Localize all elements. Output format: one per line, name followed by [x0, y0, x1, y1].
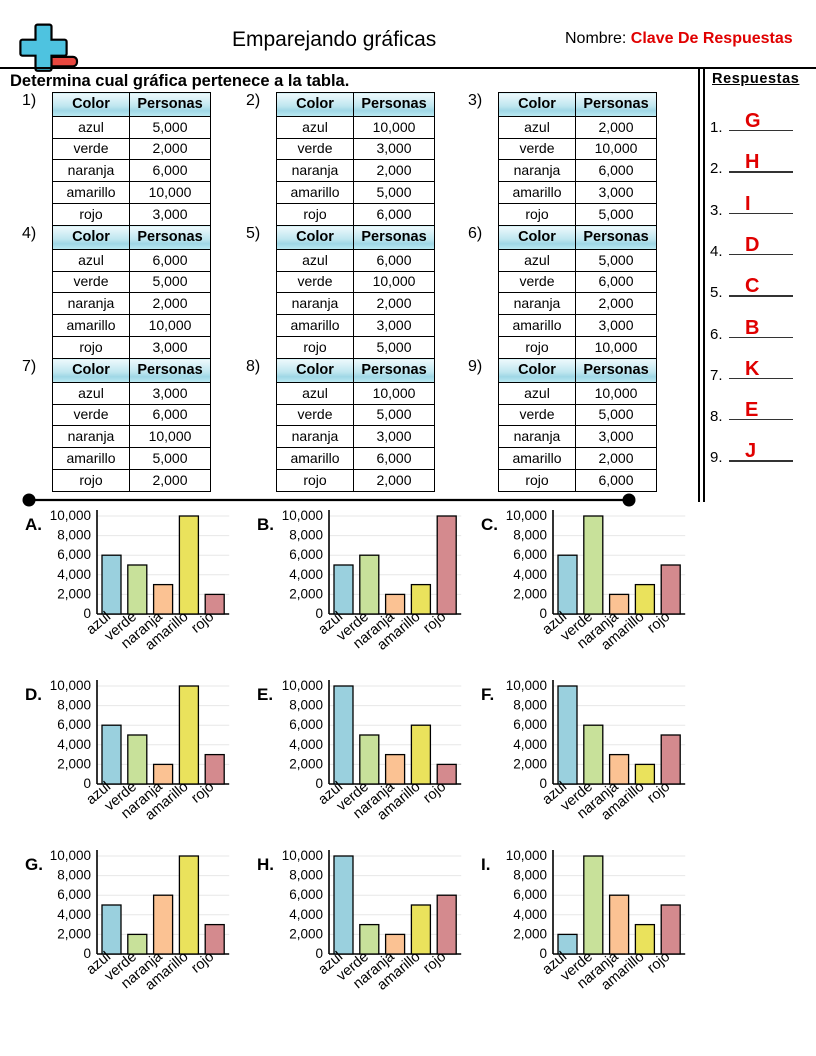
svg-text:4,000: 4,000: [57, 907, 91, 922]
svg-text:6,000: 6,000: [57, 547, 91, 562]
svg-text:10,000: 10,000: [506, 678, 547, 693]
svg-text:10,000: 10,000: [506, 848, 547, 863]
svg-text:4,000: 4,000: [57, 567, 91, 582]
svg-text:2,000: 2,000: [57, 586, 91, 601]
svg-text:8,000: 8,000: [289, 528, 323, 543]
svg-text:4,000: 4,000: [513, 737, 547, 752]
svg-text:0: 0: [539, 606, 547, 621]
svg-text:8,000: 8,000: [513, 868, 547, 883]
svg-text:E.: E.: [257, 685, 273, 704]
svg-text:6,000: 6,000: [57, 887, 91, 902]
svg-text:8,000: 8,000: [289, 868, 323, 883]
svg-text:6,000: 6,000: [513, 547, 547, 562]
svg-text:2,000: 2,000: [513, 756, 547, 771]
svg-text:2,000: 2,000: [513, 926, 547, 941]
svg-text:10,000: 10,000: [282, 678, 323, 693]
svg-text:0: 0: [539, 946, 547, 961]
svg-text:0: 0: [539, 776, 547, 791]
svg-text:0: 0: [83, 946, 91, 961]
svg-text:2,000: 2,000: [513, 586, 547, 601]
svg-text:0: 0: [83, 606, 91, 621]
svg-text:10,000: 10,000: [282, 508, 323, 523]
svg-text:4,000: 4,000: [57, 737, 91, 752]
svg-text:6,000: 6,000: [513, 887, 547, 902]
svg-text:D.: D.: [25, 685, 42, 704]
svg-text:2,000: 2,000: [289, 586, 323, 601]
svg-text:6,000: 6,000: [289, 887, 323, 902]
svg-text:0: 0: [315, 776, 323, 791]
svg-text:8,000: 8,000: [57, 868, 91, 883]
svg-text:F.: F.: [481, 685, 494, 704]
svg-text:10,000: 10,000: [282, 848, 323, 863]
svg-text:8,000: 8,000: [57, 698, 91, 713]
svg-text:6,000: 6,000: [289, 547, 323, 562]
svg-text:C.: C.: [481, 515, 498, 534]
svg-text:6,000: 6,000: [289, 717, 323, 732]
svg-text:10,000: 10,000: [50, 678, 91, 693]
svg-text:4,000: 4,000: [289, 907, 323, 922]
svg-text:2,000: 2,000: [289, 756, 323, 771]
svg-text:10,000: 10,000: [506, 508, 547, 523]
svg-text:2,000: 2,000: [289, 926, 323, 941]
svg-text:I.: I.: [481, 855, 490, 874]
svg-text:8,000: 8,000: [57, 528, 91, 543]
svg-text:8,000: 8,000: [513, 698, 547, 713]
svg-text:6,000: 6,000: [57, 717, 91, 732]
svg-text:4,000: 4,000: [513, 567, 547, 582]
svg-text:0: 0: [83, 776, 91, 791]
svg-text:6,000: 6,000: [513, 717, 547, 732]
svg-text:4,000: 4,000: [289, 737, 323, 752]
svg-text:10,000: 10,000: [50, 508, 91, 523]
svg-text:0: 0: [315, 946, 323, 961]
svg-text:B.: B.: [257, 515, 274, 534]
svg-text:H.: H.: [257, 855, 274, 874]
svg-text:8,000: 8,000: [513, 528, 547, 543]
svg-text:4,000: 4,000: [289, 567, 323, 582]
svg-text:0: 0: [315, 606, 323, 621]
svg-text:8,000: 8,000: [289, 698, 323, 713]
svg-text:A.: A.: [25, 515, 42, 534]
svg-text:G.: G.: [25, 855, 43, 874]
svg-text:4,000: 4,000: [513, 907, 547, 922]
svg-text:2,000: 2,000: [57, 926, 91, 941]
svg-text:10,000: 10,000: [50, 848, 91, 863]
svg-text:2,000: 2,000: [57, 756, 91, 771]
